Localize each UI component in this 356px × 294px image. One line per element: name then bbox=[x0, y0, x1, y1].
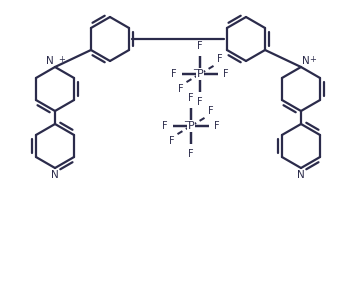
Text: N: N bbox=[302, 56, 310, 66]
Text: P: P bbox=[197, 69, 203, 79]
Text: N: N bbox=[297, 170, 305, 180]
Text: F: F bbox=[178, 84, 183, 94]
Text: F: F bbox=[188, 149, 194, 159]
Text: F: F bbox=[208, 106, 213, 116]
Text: F: F bbox=[197, 41, 203, 51]
Text: N: N bbox=[51, 170, 59, 180]
Text: +: + bbox=[58, 55, 65, 64]
Text: F: F bbox=[223, 69, 229, 79]
Text: F: F bbox=[169, 136, 174, 146]
Text: F: F bbox=[188, 93, 194, 103]
Text: F: F bbox=[162, 121, 168, 131]
Text: N: N bbox=[46, 56, 54, 66]
Text: F: F bbox=[171, 69, 177, 79]
Text: F: F bbox=[214, 121, 220, 131]
Text: P: P bbox=[188, 121, 194, 131]
Text: +: + bbox=[309, 55, 316, 64]
Text: −: − bbox=[183, 118, 190, 126]
Text: −: − bbox=[193, 66, 199, 74]
Text: F: F bbox=[197, 97, 203, 107]
Text: F: F bbox=[216, 54, 222, 64]
